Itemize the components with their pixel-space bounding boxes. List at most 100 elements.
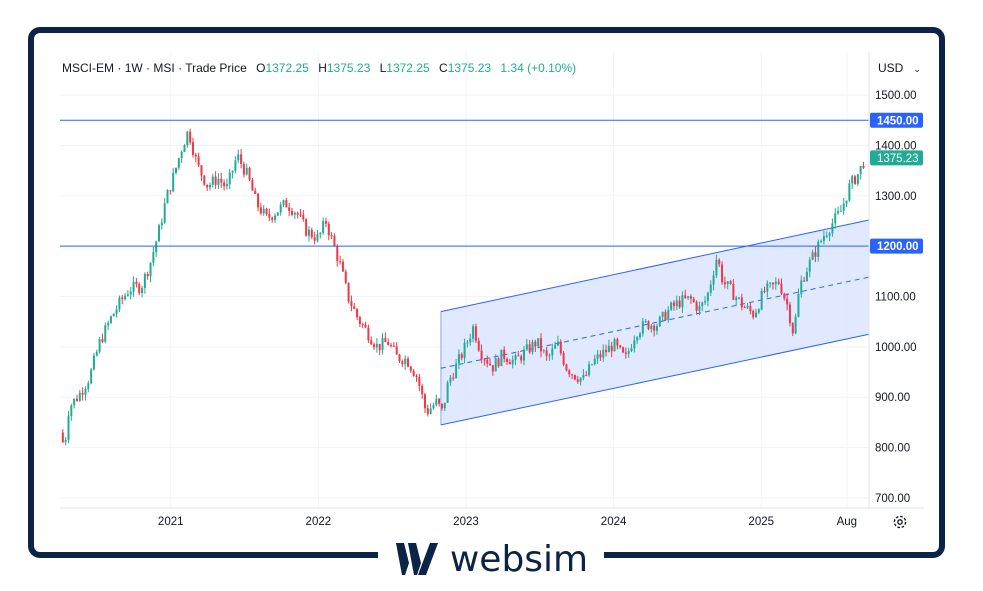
candle-body (203, 175, 206, 185)
candle-body (322, 221, 325, 233)
candle-body (862, 165, 865, 168)
candle-body (214, 176, 217, 185)
candle-body (565, 364, 568, 371)
candle-body (138, 284, 141, 294)
time-tick-label: 2025 (748, 516, 774, 528)
currency-selector[interactable]: USD ⌄ (878, 61, 921, 75)
candle-body (738, 297, 741, 299)
candle-body (104, 325, 107, 342)
candle-body (282, 200, 285, 205)
candle-body (783, 293, 786, 299)
legend-high-value: 1375.23 (326, 61, 371, 75)
candle-body (392, 345, 395, 347)
candle-body (299, 214, 302, 216)
candle-body (616, 339, 619, 346)
candle-body (749, 306, 752, 312)
candle-body (242, 163, 245, 175)
candle-body (208, 184, 211, 188)
candle-body (358, 317, 361, 325)
candle-body (534, 341, 537, 347)
candle-body (455, 363, 458, 379)
candle-body (443, 402, 446, 409)
candle-body (398, 354, 401, 361)
price-tick-label: 800.00 (875, 443, 910, 455)
candle-body (426, 408, 429, 414)
time-axis[interactable]: 2021 2022 2023 2024 2025 Aug (158, 516, 857, 528)
candle-body (514, 355, 517, 360)
candle-body (446, 382, 449, 403)
gear-icon[interactable] (892, 514, 908, 530)
candle-body (472, 326, 475, 339)
level-badge (870, 112, 923, 128)
candle-body (831, 223, 834, 234)
candle-body (347, 282, 350, 302)
candle-body (723, 282, 726, 285)
candle-body (409, 366, 412, 371)
candle-body (449, 377, 452, 383)
candle-body (135, 281, 138, 285)
candle-body (803, 280, 806, 282)
candle-body (483, 359, 486, 361)
candle-body (644, 321, 647, 323)
price-tick-label: 1300.00 (875, 191, 917, 203)
legend-low-value: 1372.25 (386, 61, 430, 75)
price-tick-label: 1500.00 (875, 90, 917, 102)
candle-body (670, 302, 673, 310)
horizontal-lines[interactable] (60, 119, 869, 247)
candle-body (721, 264, 724, 283)
candle-body (248, 167, 251, 180)
candle-body (706, 292, 709, 302)
candle-body (856, 174, 859, 184)
candle-body (378, 343, 381, 351)
candle-body (588, 364, 591, 376)
candle-body (271, 217, 274, 220)
candle-body (523, 349, 526, 361)
candle-body (791, 323, 794, 334)
candle-body (274, 215, 277, 220)
candle-body (90, 369, 93, 384)
channel-lower-line[interactable] (440, 333, 870, 426)
candle-body (457, 354, 460, 364)
candle-body (607, 345, 610, 353)
price-tick-label: 1400.00 (875, 140, 917, 152)
candle-body (664, 311, 667, 321)
candle-body (497, 358, 500, 367)
legend-interval[interactable]: 1W (124, 61, 143, 75)
candle-body (757, 309, 760, 313)
candle-body (152, 252, 155, 263)
candle-body (200, 165, 203, 176)
candle-body (525, 344, 528, 350)
candle-body (95, 351, 98, 356)
candle-body (64, 439, 67, 443)
candle-body (254, 190, 257, 194)
candle-body (191, 142, 194, 155)
last-price-label: 1375.23 (877, 153, 919, 165)
candle-body (797, 294, 800, 317)
candle-body (573, 374, 576, 380)
candle-body (158, 225, 161, 242)
candle-body (353, 306, 356, 309)
candle-body (593, 358, 596, 365)
candle-body (624, 352, 627, 354)
regression-channel[interactable] (440, 219, 870, 426)
legend-symbol[interactable]: MSCI-EM (62, 61, 114, 75)
candle-body (610, 345, 613, 352)
candle-body (121, 297, 124, 300)
candle-body (689, 296, 692, 299)
candle-body (288, 207, 291, 211)
candle-body (183, 145, 186, 152)
candle-body (491, 365, 494, 372)
currency-label: USD (878, 61, 904, 75)
legend-price-type: Trade Price (185, 61, 247, 75)
candles (61, 128, 865, 446)
candle-body (667, 309, 670, 321)
candle-body (771, 282, 774, 285)
legend-change: 1.34 (+0.10%) (500, 61, 577, 75)
candle-body (67, 416, 70, 440)
candle-body (718, 259, 721, 265)
candle-body (559, 341, 562, 354)
candle-body (715, 259, 718, 276)
channel-median-line[interactable] (440, 276, 870, 369)
channel-upper-line[interactable] (440, 219, 870, 313)
